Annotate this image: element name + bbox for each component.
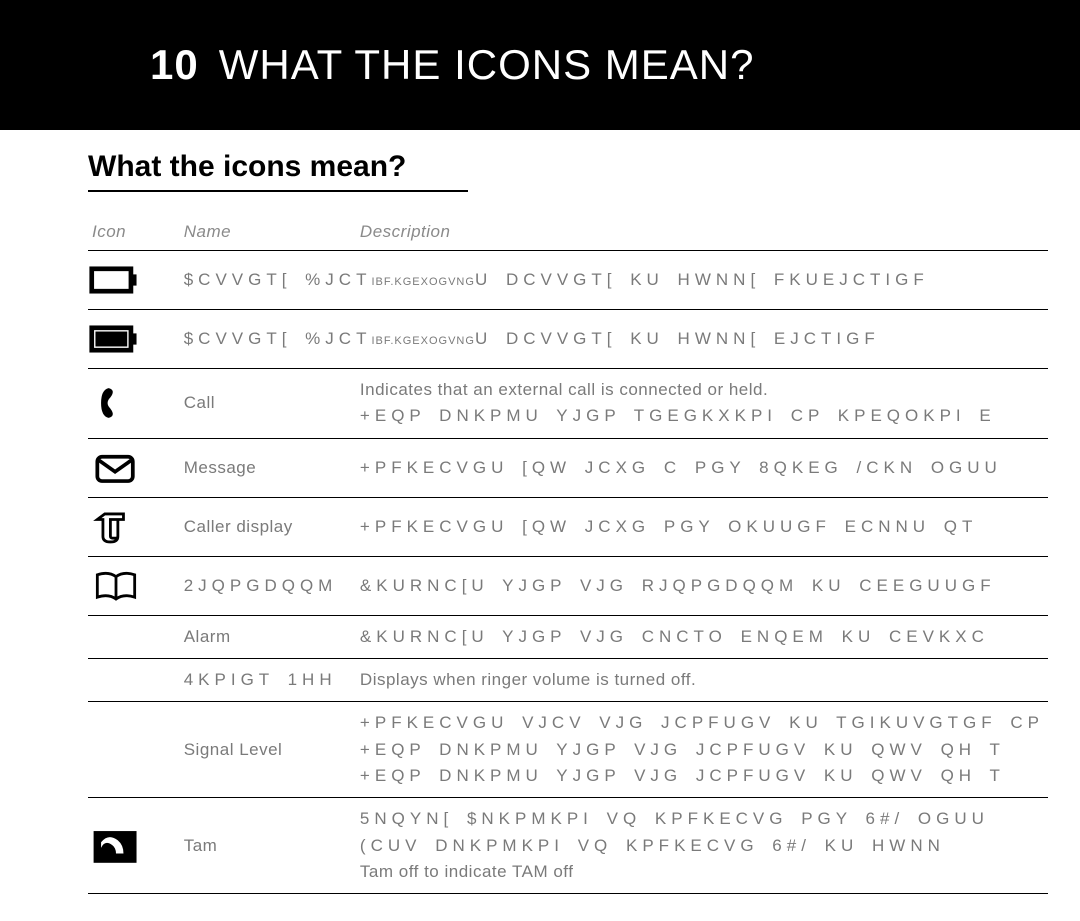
name-cell: Tam [180,798,356,894]
icon-cell [88,497,180,556]
header-band: 10 WHAT THE ICONS MEAN? [0,0,1080,130]
icon-cell [88,438,180,497]
col-desc: Description [356,216,1048,251]
name-cell: Call [180,369,356,439]
table-header-row: Icon Name Description [88,216,1048,251]
name-cell: 4KPIGT 1HH [180,659,356,702]
table-row: 4KPIGT 1HHDisplays when ringer volume is… [88,659,1048,702]
col-name: Name [180,216,356,251]
name-cell: 2JQPGDQQM [180,556,356,615]
col-icon: Icon [88,216,180,251]
icon-cell [88,615,180,658]
book-icon [88,565,144,607]
desc-cell: +PFKECVGU [QW JCXG PGY OKUUGF ECNNU QT [356,497,1048,556]
icon-cell [88,310,180,369]
icon-cell [88,798,180,894]
desc-cell: 5NQYN[ $NKPMKPI VQ KPFKECVG PGY 6#/ OGUU… [356,798,1048,894]
desc-cell: +PFKECVGU [QW JCXG C PGY 8QKEG /CKN OGUU [356,438,1048,497]
table-row: Caller display+PFKECVGU [QW JCXG PGY OKU… [88,497,1048,556]
tam-icon [88,825,144,867]
desc-cell: Displays when ringer volume is turned of… [356,659,1048,702]
header-title: WHAT THE ICONS MEAN? [219,41,755,89]
icon-cell [88,659,180,702]
desc-cell: &KURNC[U YJGP VJG RJQPGDQQM KU CEEGUUGF [356,556,1048,615]
table-row: $CVVGT[ %JCTIBF.KGEXOGVNGU DCVVGT[ KU HW… [88,310,1048,369]
desc-cell: +PFKECVGU VJCV VJG JCPFUGV KU TGIKUVGTGF… [356,702,1048,798]
caller-display-icon [88,506,144,548]
table-row: Alarm&KURNC[U YJGP VJG CNCTO ENQEM KU CE… [88,615,1048,658]
table-row: 2JQPGDQQM&KURNC[U YJGP VJG RJQPGDQQM KU … [88,556,1048,615]
name-cell: Signal Level [180,702,356,798]
table-row: Signal Level+PFKECVGU VJCV VJG JCPFUGV K… [88,702,1048,798]
desc-cell: &KURNC[U YJGP VJG CNCTO ENQEM KU CEVKXC [356,615,1048,658]
subtitle-wrap: What the icons mean? [0,130,1080,192]
name-cell: Alarm [180,615,356,658]
header-number: 10 [150,41,199,89]
icon-cell [88,556,180,615]
icons-table: Icon Name Description $CVVGT[ %JCTIBF.KG… [88,216,1048,894]
table-row: $CVVGT[ %JCTIBF.KGEXOGVNGU DCVVGT[ KU HW… [88,251,1048,310]
name-cell: $CVVGT[ %JCTIBF.KGEXOGVNGU DCVVGT[ KU HW… [180,310,1048,369]
phone-icon [88,382,144,424]
table-row: Tam5NQYN[ $NKPMKPI VQ KPFKECVG PGY 6#/ O… [88,798,1048,894]
name-cell: $CVVGT[ %JCTIBF.KGEXOGVNGU DCVVGT[ KU HW… [180,251,1048,310]
battery-full-icon [88,318,144,360]
table-row: Message+PFKECVGU [QW JCXG C PGY 8QKEG /C… [88,438,1048,497]
name-cell: Message [180,438,356,497]
icon-cell [88,702,180,798]
subtitle: What the icons mean? [88,150,468,192]
icon-cell [88,251,180,310]
table-row: CallIndicates that an external call is c… [88,369,1048,439]
icon-cell [88,369,180,439]
name-cell: Caller display [180,497,356,556]
envelope-icon [88,447,144,489]
desc-cell: Indicates that an external call is conne… [356,369,1048,439]
battery-empty-icon [88,259,144,301]
